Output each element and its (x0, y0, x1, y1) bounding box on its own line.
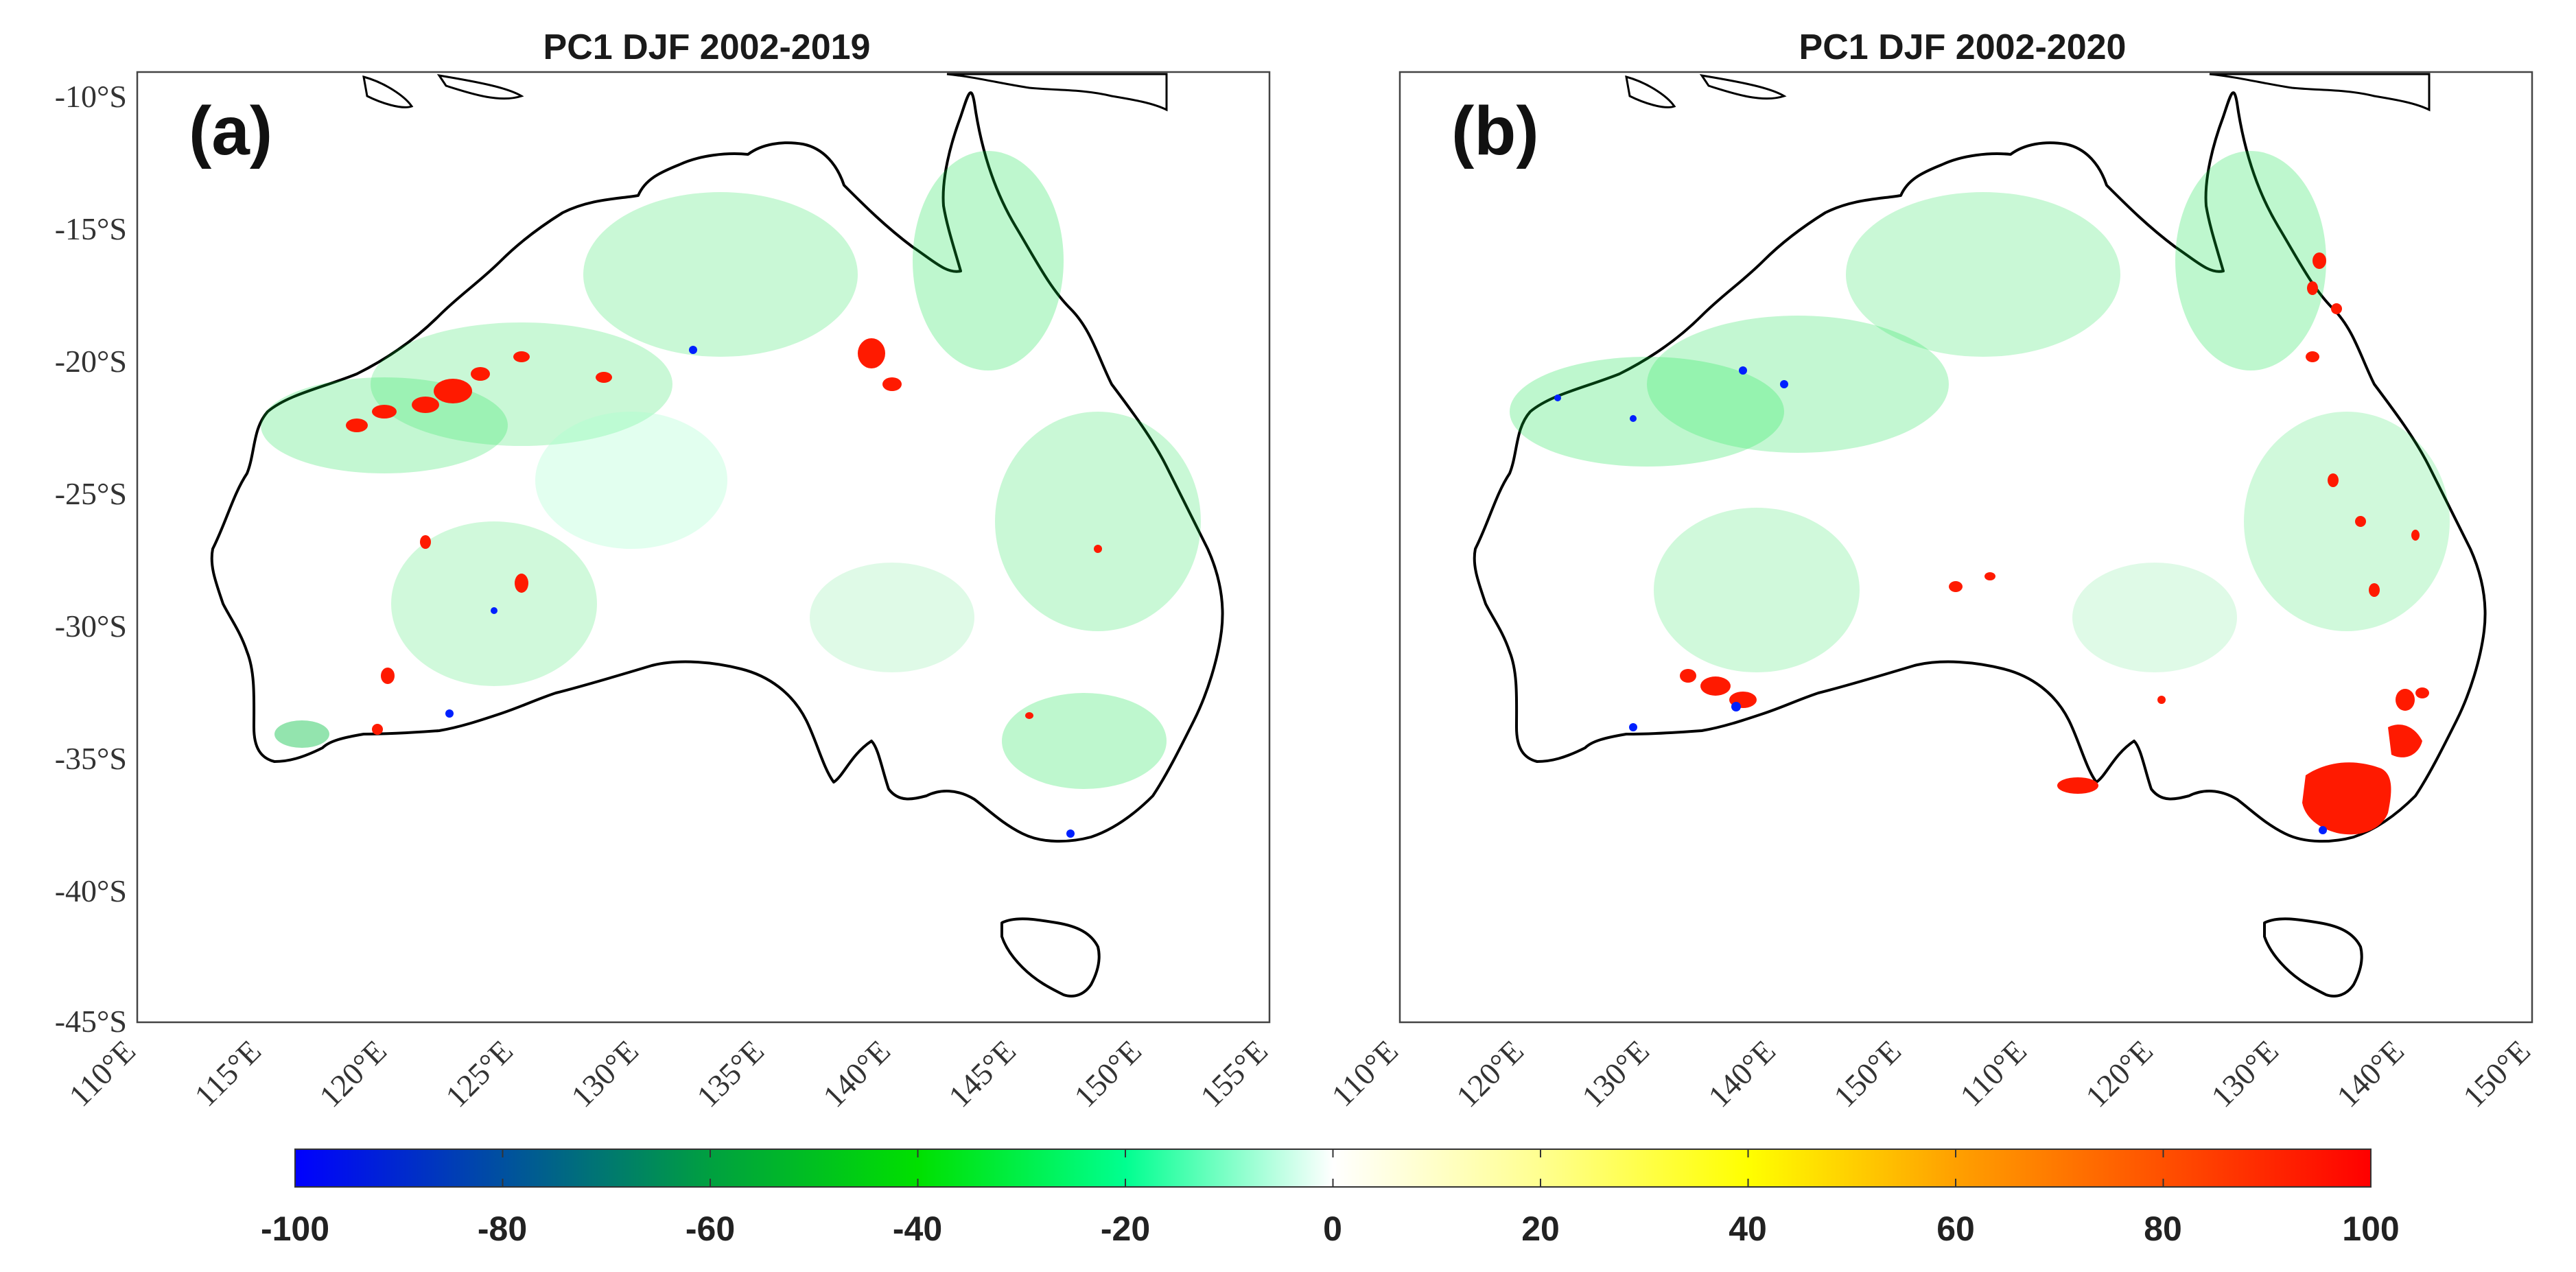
panel-a: PC1 DJF 2002-2019 (55, 27, 1274, 1114)
new-guinea-coastline (946, 73, 1168, 112)
lon-tick: 155°E (1193, 1033, 1274, 1114)
colorbar-tick-label: 100 (2342, 1210, 2399, 1248)
timor-coastline (1625, 75, 1676, 108)
colorbar-tick-label: -40 (893, 1210, 942, 1248)
colorbar-tick-marks (294, 1149, 2372, 1187)
lon-tick: 130°E (2204, 1033, 2285, 1114)
lon-tick: 110°E (1954, 1033, 2034, 1114)
lat-tick: -20°S (55, 344, 127, 379)
lon-tick: 145°E (941, 1033, 1022, 1114)
panel-a-positive-anomaly-spots (346, 338, 1102, 735)
lat-tick: -10°S (55, 79, 127, 114)
colorbar-tick-label: 40 (1729, 1210, 1767, 1248)
lon-tick: 125°E (438, 1033, 519, 1114)
lat-tick: -25°S (55, 476, 127, 511)
lat-tick: -45°S (55, 1004, 127, 1039)
lon-tick: 140°E (2330, 1033, 2411, 1114)
lat-tick: -40°S (55, 873, 127, 908)
lon-tick: 120°E (2079, 1033, 2159, 1114)
lat-tick: -15°S (55, 211, 127, 246)
colorbar-tick-label: -100 (261, 1210, 329, 1248)
panel-b-positive-anomaly-spots (1680, 252, 2429, 835)
lat-tick: -35°S (55, 741, 127, 776)
panel-a-frame (136, 71, 1271, 1024)
sumba-coastline (1699, 73, 1787, 100)
lon-tick: 130°E (564, 1033, 645, 1114)
timor-coastline (362, 75, 414, 108)
lon-tick: 110°E (1325, 1033, 1405, 1114)
colorbar: -100 -80 -60 -40 -20 0 20 40 60 80 100 (261, 1149, 2400, 1248)
colorbar-tick-label: -60 (686, 1210, 735, 1248)
panel-a-negative-anomaly-field (261, 151, 1201, 789)
panel-a-lat-axis: -10°S -15°S -20°S -25°S -30°S -35°S -40°… (55, 79, 127, 1039)
panel-b-label: (b) (1451, 93, 1539, 169)
sumba-coastline (436, 73, 524, 100)
panel-a-label: (a) (189, 93, 272, 169)
lon-tick: 140°E (1701, 1033, 1782, 1114)
panel-b-lon-axis: 110°E 120°E 130°E 140°E 150°E 110°E 120°… (1325, 1033, 2538, 1114)
panel-b-title: PC1 DJF 2002-2020 (1799, 27, 2127, 67)
lon-tick: 150°E (2456, 1033, 2537, 1114)
lon-tick: 140°E (816, 1033, 897, 1114)
lon-tick: 135°E (690, 1033, 771, 1114)
colorbar-tick-label: 60 (1936, 1210, 1975, 1248)
lon-tick: 110°E (62, 1033, 143, 1114)
lon-tick: 150°E (1067, 1033, 1148, 1114)
colorbar-tick-label: 0 (1323, 1210, 1342, 1248)
lon-tick: 115°E (188, 1033, 268, 1114)
panel-b-negative-anomaly-field (1510, 151, 2450, 672)
lon-tick: 120°E (312, 1033, 393, 1114)
lat-tick: -30°S (55, 609, 127, 644)
colorbar-tick-label: 80 (2144, 1210, 2182, 1248)
panel-a-strong-negative-spots (445, 346, 1075, 838)
colorbar-tick-label: 20 (1521, 1210, 1560, 1248)
panel-b-map[interactable]: (b) (1451, 73, 2487, 998)
lon-tick: 150°E (1827, 1033, 1908, 1114)
colorbar-tick-label: -80 (478, 1210, 527, 1248)
new-guinea-coastline (2209, 73, 2431, 112)
lon-tick: 120°E (1449, 1033, 1530, 1114)
panel-b: PC1 DJF 2002-2020 (1325, 27, 2538, 1114)
panel-a-map[interactable]: (a) (189, 73, 1224, 998)
colorbar-tick-label: -20 (1101, 1210, 1150, 1248)
lon-tick: 130°E (1575, 1033, 1656, 1114)
panel-a-title: PC1 DJF 2002-2019 (543, 27, 871, 67)
panel-b-strong-negative-spots (1554, 366, 2327, 834)
panel-a-lon-axis: 110°E 115°E 120°E 125°E 130°E 135°E 140°… (62, 1033, 1275, 1114)
panel-b-frame (1398, 71, 2533, 1024)
